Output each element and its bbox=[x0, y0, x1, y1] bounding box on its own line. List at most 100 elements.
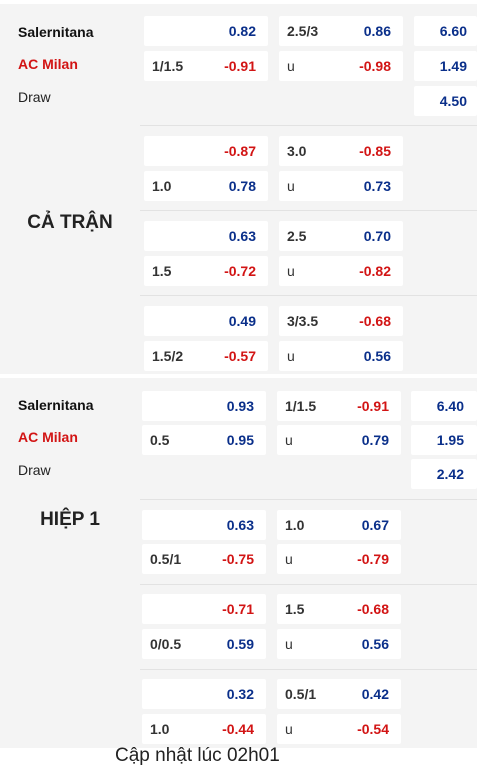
period-title: HIỆP 1 bbox=[40, 509, 100, 530]
total-line: 1.0 bbox=[285, 517, 305, 533]
over-odds: -0.68 bbox=[359, 313, 391, 329]
away-team-name: AC Milan bbox=[18, 429, 78, 445]
handicap-away-cell[interactable]: 0/0.5 0.59 bbox=[142, 629, 266, 659]
under-cell[interactable]: u 0.73 bbox=[279, 171, 403, 201]
under-odds: 0.79 bbox=[361, 432, 389, 448]
away-win-odds: 1.95 bbox=[436, 432, 464, 448]
draw-odds: 2.42 bbox=[436, 466, 464, 482]
under-label: u bbox=[287, 348, 295, 364]
handicap-line: 1.0 bbox=[150, 721, 170, 737]
home-win-odds: 6.40 bbox=[436, 398, 464, 414]
under-label: u bbox=[287, 263, 295, 279]
draw-odds: 4.50 bbox=[439, 93, 467, 109]
over-cell[interactable]: 3/3.5 -0.68 bbox=[279, 306, 403, 336]
handicap-line: 1.5 bbox=[152, 263, 172, 279]
under-odds: -0.79 bbox=[357, 551, 389, 567]
odds-1x2-away-cell[interactable]: 1.49 bbox=[414, 51, 477, 81]
away-team-name: AC Milan bbox=[18, 56, 78, 72]
over-cell[interactable]: 1.5 -0.68 bbox=[277, 594, 401, 624]
handicap-home-cell[interactable]: 0.63 bbox=[142, 510, 266, 540]
under-cell[interactable]: u 0.56 bbox=[277, 629, 401, 659]
handicap-home-cell[interactable]: 0.32 bbox=[142, 679, 266, 709]
under-cell[interactable]: u -0.98 bbox=[279, 51, 403, 81]
over-odds: 0.70 bbox=[363, 228, 391, 244]
group-divider bbox=[140, 295, 477, 296]
home-team-name: Salernitana bbox=[18, 397, 94, 413]
handicap-home-cell[interactable]: -0.87 bbox=[144, 136, 268, 166]
total-line: 2.5/3 bbox=[287, 23, 319, 39]
handicap-line: 1.5/2 bbox=[152, 348, 184, 364]
over-odds: 0.42 bbox=[361, 686, 389, 702]
handicap-line: 0.5 bbox=[150, 432, 170, 448]
under-cell[interactable]: u 0.79 bbox=[277, 425, 401, 455]
under-cell[interactable]: u -0.82 bbox=[279, 256, 403, 286]
odds-1x2-draw-cell[interactable]: 4.50 bbox=[414, 86, 477, 116]
group-divider bbox=[140, 669, 477, 670]
handicap-odds: 0.93 bbox=[226, 398, 254, 414]
over-cell[interactable]: 0.5/1 0.42 bbox=[277, 679, 401, 709]
handicap-odds: -0.91 bbox=[224, 58, 256, 74]
under-cell[interactable]: u -0.54 bbox=[277, 714, 401, 744]
under-label: u bbox=[285, 721, 293, 737]
handicap-line: 1/1.5 bbox=[152, 58, 184, 74]
total-line: 3.0 bbox=[287, 143, 307, 159]
handicap-odds: -0.87 bbox=[224, 143, 256, 159]
odds-1x2-draw-cell[interactable]: 2.42 bbox=[411, 459, 477, 489]
under-odds: -0.98 bbox=[359, 58, 391, 74]
handicap-home-cell[interactable]: 0.82 bbox=[144, 16, 268, 46]
under-label: u bbox=[287, 58, 295, 74]
total-line: 0.5/1 bbox=[285, 686, 317, 702]
over-cell[interactable]: 2.5/3 0.86 bbox=[279, 16, 403, 46]
handicap-home-cell[interactable]: 0.49 bbox=[144, 306, 268, 336]
over-cell[interactable]: 1.0 0.67 bbox=[277, 510, 401, 540]
over-odds: 0.86 bbox=[363, 23, 391, 39]
over-cell[interactable]: 1/1.5 -0.91 bbox=[277, 391, 401, 421]
handicap-away-cell[interactable]: 1/1.5 -0.91 bbox=[144, 51, 268, 81]
full-match-teams-column: Salernitana AC Milan Draw bbox=[8, 4, 138, 374]
over-odds: 0.67 bbox=[361, 517, 389, 533]
handicap-odds: -0.72 bbox=[224, 263, 256, 279]
handicap-odds: 0.63 bbox=[226, 517, 254, 533]
handicap-home-cell[interactable]: -0.71 bbox=[142, 594, 266, 624]
group-divider bbox=[140, 125, 477, 126]
over-odds: -0.68 bbox=[357, 601, 389, 617]
odds-1x2-home-cell[interactable]: 6.60 bbox=[414, 16, 477, 46]
handicap-home-cell[interactable]: 0.63 bbox=[144, 221, 268, 251]
handicap-line: 0/0.5 bbox=[150, 636, 182, 652]
first-half-panel: Salernitana AC Milan Draw HIỆP 1 0.93 0.… bbox=[0, 378, 477, 748]
under-cell[interactable]: u 0.56 bbox=[279, 341, 403, 371]
handicap-away-cell[interactable]: 0.5/1 -0.75 bbox=[142, 544, 266, 574]
under-odds: 0.73 bbox=[363, 178, 391, 194]
total-line: 1/1.5 bbox=[285, 398, 317, 414]
total-line: 1.5 bbox=[285, 601, 305, 617]
handicap-odds: 0.78 bbox=[228, 178, 256, 194]
over-cell[interactable]: 3.0 -0.85 bbox=[279, 136, 403, 166]
under-cell[interactable]: u -0.79 bbox=[277, 544, 401, 574]
odds-1x2-home-cell[interactable]: 6.40 bbox=[411, 391, 477, 421]
handicap-away-cell[interactable]: 0.5 0.95 bbox=[142, 425, 266, 455]
handicap-away-cell[interactable]: 1.5/2 -0.57 bbox=[144, 341, 268, 371]
total-line: 2.5 bbox=[287, 228, 307, 244]
under-label: u bbox=[287, 178, 295, 194]
handicap-odds: -0.75 bbox=[222, 551, 254, 567]
period-title: CẢ TRẬN bbox=[27, 212, 113, 233]
handicap-odds: 0.95 bbox=[226, 432, 254, 448]
under-label: u bbox=[285, 432, 293, 448]
home-team-name: Salernitana bbox=[18, 24, 94, 40]
under-odds: -0.54 bbox=[357, 721, 389, 737]
over-cell[interactable]: 2.5 0.70 bbox=[279, 221, 403, 251]
handicap-odds: -0.57 bbox=[224, 348, 256, 364]
first-half-teams-column: Salernitana AC Milan Draw bbox=[0, 378, 138, 748]
odds-1x2-away-cell[interactable]: 1.95 bbox=[411, 425, 477, 455]
handicap-home-cell[interactable]: 0.93 bbox=[142, 391, 266, 421]
handicap-away-cell[interactable]: 1.0 -0.44 bbox=[142, 714, 266, 744]
handicap-away-cell[interactable]: 1.5 -0.72 bbox=[144, 256, 268, 286]
under-odds: 0.56 bbox=[361, 636, 389, 652]
handicap-away-cell[interactable]: 1.0 0.78 bbox=[144, 171, 268, 201]
under-label: u bbox=[285, 636, 293, 652]
home-win-odds: 6.60 bbox=[439, 23, 467, 39]
group-divider bbox=[140, 584, 477, 585]
handicap-odds: 0.59 bbox=[226, 636, 254, 652]
over-odds: -0.85 bbox=[359, 143, 391, 159]
away-win-odds: 1.49 bbox=[439, 58, 467, 74]
